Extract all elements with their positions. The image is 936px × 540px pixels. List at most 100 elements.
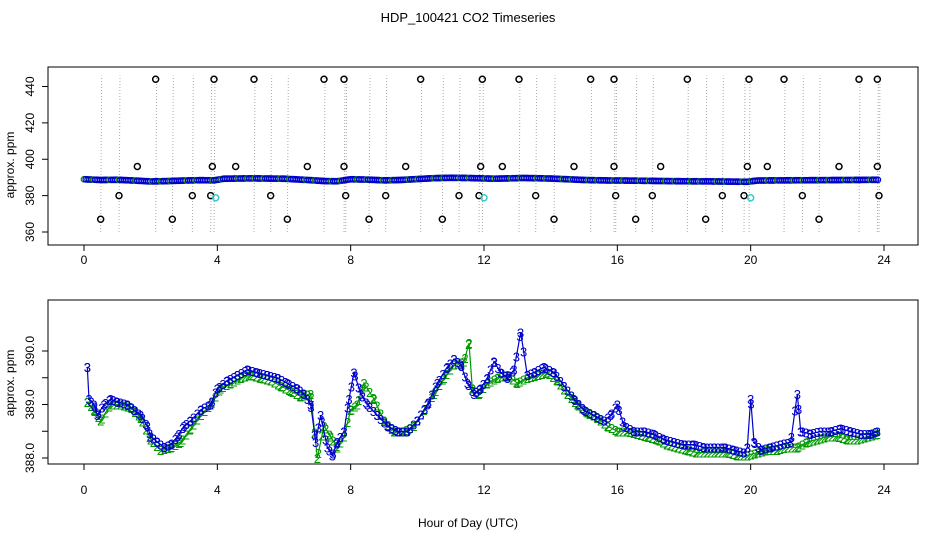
series-3-marker: 3 — [289, 379, 296, 394]
series-3-point: 3 — [817, 424, 824, 439]
outlier-mid-point — [570, 162, 578, 171]
series-2-point: 2 — [177, 435, 184, 450]
outlier-low-point — [631, 215, 640, 224]
series-3-marker: 3 — [212, 385, 219, 400]
series-3-marker: 3 — [359, 389, 366, 404]
outlier-mid-point — [401, 162, 410, 171]
series-3-marker: 3 — [513, 350, 520, 365]
series-3-marker: 3 — [436, 373, 443, 388]
series-2-marker: 2 — [634, 427, 641, 442]
series-3-marker: 3 — [219, 377, 226, 392]
series-2-marker: 2 — [296, 389, 303, 404]
outlier-mid-point — [133, 162, 142, 171]
series-3-marker: 3 — [612, 401, 619, 416]
series-2-marker: 2 — [645, 430, 652, 445]
outlier-high-point — [515, 75, 523, 83]
series-2-point: 2 — [354, 398, 361, 413]
series-2-marker: 2 — [241, 370, 248, 385]
series-2-point: 2 — [277, 379, 284, 394]
series-3-marker: 3 — [344, 401, 351, 416]
series-2-marker: 2 — [164, 441, 171, 456]
outlier-low-point — [365, 215, 373, 224]
series-2-point: 2 — [297, 389, 304, 404]
series-3-point: 3 — [307, 398, 314, 413]
series-3-marker: 3 — [142, 417, 149, 432]
series-3-marker: 3 — [355, 380, 362, 395]
series-3-marker: 3 — [285, 377, 292, 392]
series-3-marker: 3 — [194, 406, 201, 421]
series-3-marker: 3 — [582, 404, 589, 419]
series-3-point: 3 — [700, 440, 707, 455]
series-3-point: 3 — [374, 408, 381, 423]
series-2-point: 2 — [814, 432, 821, 447]
series-2-marker: 2 — [751, 446, 758, 461]
series-3-marker: 3 — [498, 366, 505, 381]
series-3-marker: 3 — [553, 369, 560, 384]
series-2-marker: 2 — [802, 436, 809, 451]
series-2-marker: 2 — [729, 447, 736, 462]
outlier-low-point — [168, 215, 177, 224]
series-2-marker: 2 — [172, 438, 179, 453]
series-2-marker: 2 — [656, 433, 663, 448]
series-3-point: 3 — [710, 440, 717, 455]
series-3-point: 3 — [590, 408, 597, 423]
series-3-point: 3 — [504, 371, 511, 386]
series-3-marker: 3 — [175, 427, 182, 442]
series-2-marker: 2 — [87, 399, 94, 414]
series-3-marker: 3 — [872, 425, 879, 440]
series-2-point: 2 — [584, 406, 591, 421]
series-3-marker: 3 — [678, 437, 685, 452]
series-3-point: 3 — [224, 373, 231, 388]
series-2-marker: 2 — [362, 379, 369, 394]
series-3-marker: 3 — [615, 403, 622, 418]
series-2-point: 2 — [430, 387, 437, 402]
series-2-point: 2 — [370, 392, 377, 407]
series-3-point: 3 — [614, 398, 621, 413]
series-3-point: 3 — [827, 424, 834, 439]
series-3-marker: 3 — [806, 427, 813, 442]
series-3-marker: 3 — [469, 384, 476, 399]
series-3-point: 3 — [797, 424, 804, 439]
outlier-high-point — [340, 75, 348, 83]
series-2-point: 2 — [704, 446, 711, 461]
series-2-marker: 2 — [513, 375, 520, 390]
series-3-marker: 3 — [241, 364, 248, 379]
series-3-point: 3 — [490, 355, 497, 370]
series-2-marker: 2 — [762, 443, 769, 458]
outlier-high-point — [683, 75, 692, 83]
series-2-marker: 2 — [718, 446, 725, 461]
series-2-line — [86, 342, 878, 459]
series-3-marker: 3 — [861, 427, 868, 442]
series-2-marker: 2 — [835, 430, 842, 445]
series-2-marker: 2 — [109, 398, 116, 413]
series-2-marker: 2 — [483, 377, 490, 392]
series-3-marker: 3 — [670, 435, 677, 450]
outlier-high-point — [416, 75, 425, 83]
series-3-marker: 3 — [839, 422, 846, 437]
series-3-marker: 3 — [663, 433, 670, 448]
series-2-marker: 2 — [549, 370, 556, 385]
series-2-marker: 2 — [557, 377, 564, 392]
series-3-marker: 3 — [491, 355, 498, 370]
series-3-line — [86, 332, 878, 457]
spike-trace — [155, 75, 158, 233]
series-2-marker: 2 — [524, 371, 531, 386]
series-2-marker: 2 — [351, 399, 358, 414]
series-3-marker: 3 — [740, 446, 747, 461]
series-3-marker: 3 — [197, 403, 204, 418]
outlier-mid-point — [873, 162, 882, 171]
series-3-marker: 3 — [846, 424, 853, 439]
series-2-marker: 2 — [113, 398, 120, 413]
series-2-marker: 2 — [359, 381, 366, 396]
series-3-marker: 3 — [487, 363, 494, 378]
series-3-point: 3 — [777, 438, 784, 453]
series-3-marker: 3 — [773, 439, 780, 454]
series-3-marker: 3 — [608, 407, 615, 422]
series-3-point: 3 — [334, 435, 341, 450]
series-2-point: 2 — [514, 376, 521, 391]
series-2-marker: 2 — [744, 448, 751, 463]
series-3-marker: 3 — [395, 424, 402, 439]
series-3-point: 3 — [857, 427, 864, 442]
series-2-point: 2 — [157, 443, 164, 458]
